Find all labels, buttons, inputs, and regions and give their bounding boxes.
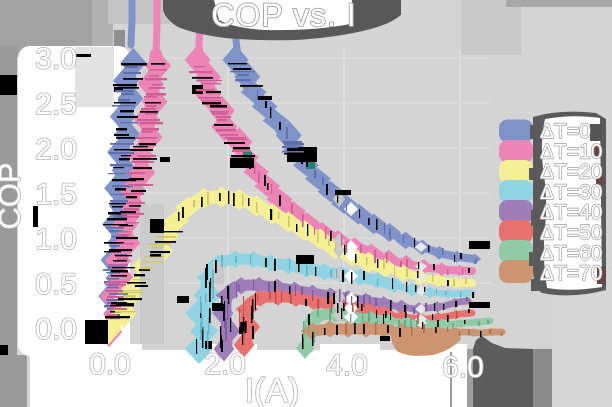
svg-text:1.0: 1.0 bbox=[35, 223, 77, 256]
svg-text:ΔT=30: ΔT=30 bbox=[540, 181, 602, 204]
svg-text:COP vs. I: COP vs. I bbox=[211, 0, 356, 33]
svg-text:ΔT=40: ΔT=40 bbox=[540, 201, 602, 224]
svg-text:2.0: 2.0 bbox=[204, 348, 246, 381]
svg-text:ΔT=70: ΔT=70 bbox=[540, 262, 602, 285]
svg-text:ΔT=10: ΔT=10 bbox=[540, 140, 602, 163]
svg-text:6.0: 6.0 bbox=[442, 351, 484, 384]
svg-text:0.0: 0.0 bbox=[35, 313, 77, 346]
svg-text:I(A): I(A) bbox=[245, 372, 300, 407]
svg-text:ΔT=50: ΔT=50 bbox=[540, 222, 602, 245]
svg-text:2.0: 2.0 bbox=[35, 133, 77, 166]
svg-text:1.5: 1.5 bbox=[35, 178, 77, 211]
svg-text:4.0: 4.0 bbox=[326, 349, 368, 382]
svg-text:ΔT=60: ΔT=60 bbox=[540, 242, 602, 265]
svg-text:0.5: 0.5 bbox=[35, 268, 77, 301]
svg-text:2.5: 2.5 bbox=[35, 88, 77, 121]
svg-text:COP: COP bbox=[0, 162, 27, 229]
svg-text:ΔT=0: ΔT=0 bbox=[540, 120, 591, 143]
svg-text:ΔT=20: ΔT=20 bbox=[540, 161, 602, 184]
svg-text:0.0: 0.0 bbox=[89, 348, 131, 381]
svg-text:3.0: 3.0 bbox=[35, 43, 77, 76]
